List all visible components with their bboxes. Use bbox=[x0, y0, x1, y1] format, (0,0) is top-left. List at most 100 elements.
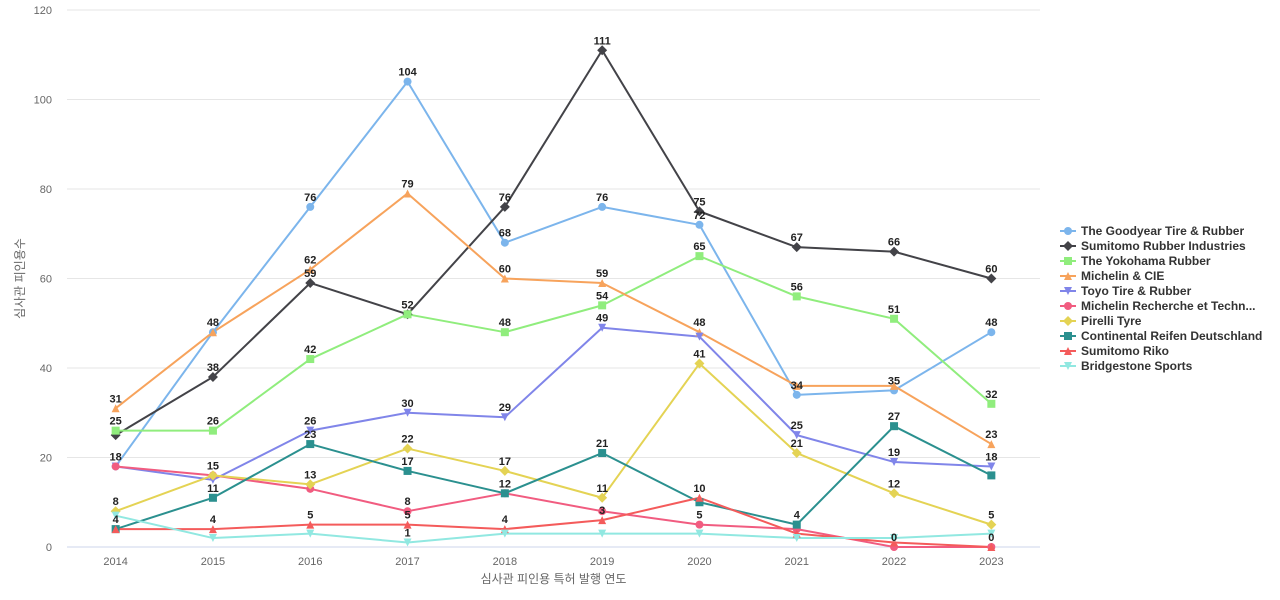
data-point bbox=[598, 449, 607, 458]
data-point bbox=[598, 278, 607, 287]
data-point bbox=[598, 516, 607, 525]
data-point bbox=[791, 448, 802, 459]
data-label: 56 bbox=[791, 281, 803, 293]
data-label: 41 bbox=[693, 349, 705, 361]
data-point bbox=[500, 274, 509, 283]
data-label: 48 bbox=[207, 317, 219, 329]
data-point bbox=[207, 470, 218, 481]
data-label: 5 bbox=[307, 510, 313, 522]
data-label: 25 bbox=[110, 416, 122, 428]
data-label: 48 bbox=[499, 317, 511, 329]
y-tick-label: 100 bbox=[34, 95, 52, 107]
data-point bbox=[597, 492, 608, 503]
data-label: 54 bbox=[596, 290, 609, 302]
data-point bbox=[111, 511, 120, 520]
data-point bbox=[889, 246, 900, 257]
legend-item-label: Michelin & CIE bbox=[1081, 269, 1164, 283]
data-point bbox=[208, 493, 217, 502]
x-tick-label: 2023 bbox=[979, 556, 1003, 568]
data-point bbox=[695, 529, 704, 538]
data-point bbox=[499, 465, 510, 476]
data-label: 26 bbox=[207, 416, 219, 428]
data-point bbox=[499, 201, 510, 212]
series-line bbox=[115, 425, 992, 531]
data-label: 18 bbox=[110, 451, 122, 463]
data-label: 19 bbox=[888, 447, 900, 459]
data-point bbox=[987, 543, 996, 551]
x-tick-label: 2018 bbox=[493, 556, 517, 568]
data-point bbox=[695, 252, 704, 261]
data-label: 76 bbox=[304, 192, 316, 204]
series-markers bbox=[110, 45, 997, 551]
x-tick-label: 2016 bbox=[298, 556, 322, 568]
data-label: 60 bbox=[985, 264, 997, 276]
data-point bbox=[306, 440, 315, 449]
data-point bbox=[403, 507, 412, 516]
data-label: 11 bbox=[596, 483, 608, 495]
x-tick-label: 2021 bbox=[785, 556, 809, 568]
data-point bbox=[403, 310, 412, 319]
data-label: 5 bbox=[696, 510, 702, 522]
data-label: 79 bbox=[401, 178, 413, 190]
data-label: 12 bbox=[499, 478, 511, 490]
x-tick-label: 2022 bbox=[882, 556, 906, 568]
legend-item-label: Bridgestone Sports bbox=[1081, 359, 1193, 373]
y-tick-label: 80 bbox=[40, 184, 52, 196]
data-point bbox=[987, 399, 996, 408]
data-point bbox=[207, 371, 218, 382]
x-axis-ticks: 2014 2015 2016 2017 2018 2019 2020 2021 2022 2023 bbox=[103, 556, 1003, 568]
data-point bbox=[792, 431, 801, 440]
data-label: 10 bbox=[693, 483, 705, 495]
data-label: 76 bbox=[596, 192, 608, 204]
series-line bbox=[115, 326, 992, 481]
data-point bbox=[305, 479, 316, 490]
data-point bbox=[986, 273, 997, 284]
data-point bbox=[890, 381, 899, 390]
data-point bbox=[792, 520, 801, 529]
data-point bbox=[890, 422, 899, 431]
data-label: 60 bbox=[499, 264, 511, 276]
data-point bbox=[695, 220, 704, 229]
data-label: 8 bbox=[113, 496, 119, 508]
data-point bbox=[890, 534, 899, 543]
data-point bbox=[987, 529, 996, 538]
data-point bbox=[208, 426, 217, 435]
data-point bbox=[597, 45, 608, 56]
series-line bbox=[115, 362, 992, 526]
data-label: 67 bbox=[791, 232, 803, 244]
series-line bbox=[115, 514, 992, 544]
data-label: 29 bbox=[499, 402, 511, 414]
data-point bbox=[890, 457, 899, 466]
data-point bbox=[598, 301, 607, 310]
data-point bbox=[500, 413, 509, 422]
data-label: 42 bbox=[304, 344, 316, 356]
legend-marker bbox=[1064, 362, 1072, 370]
data-label: 62 bbox=[304, 255, 316, 267]
data-label: 17 bbox=[401, 456, 413, 468]
legend-marker bbox=[1064, 272, 1072, 280]
data-label: 4 bbox=[113, 514, 120, 526]
data-point bbox=[695, 498, 704, 507]
data-point bbox=[305, 277, 316, 288]
data-point bbox=[890, 314, 899, 323]
y-tick-label: 20 bbox=[40, 453, 52, 465]
data-point bbox=[987, 471, 996, 480]
data-label: 17 bbox=[499, 456, 511, 468]
y-axis-ticks: 0 20 40 60 80 100 120 bbox=[34, 5, 52, 554]
data-point bbox=[500, 529, 509, 538]
data-label: 104 bbox=[398, 67, 417, 79]
data-point bbox=[598, 323, 607, 332]
data-point bbox=[403, 520, 412, 529]
data-point bbox=[987, 462, 996, 471]
data-label: 22 bbox=[401, 434, 413, 446]
series-line bbox=[115, 49, 992, 436]
legend-marker bbox=[1064, 227, 1072, 235]
x-tick-label: 2020 bbox=[687, 556, 711, 568]
data-label: 13 bbox=[304, 469, 316, 481]
data-label: 75 bbox=[693, 196, 705, 208]
data-label: 68 bbox=[499, 228, 511, 240]
data-label: 23 bbox=[304, 429, 316, 441]
data-point bbox=[208, 534, 217, 543]
